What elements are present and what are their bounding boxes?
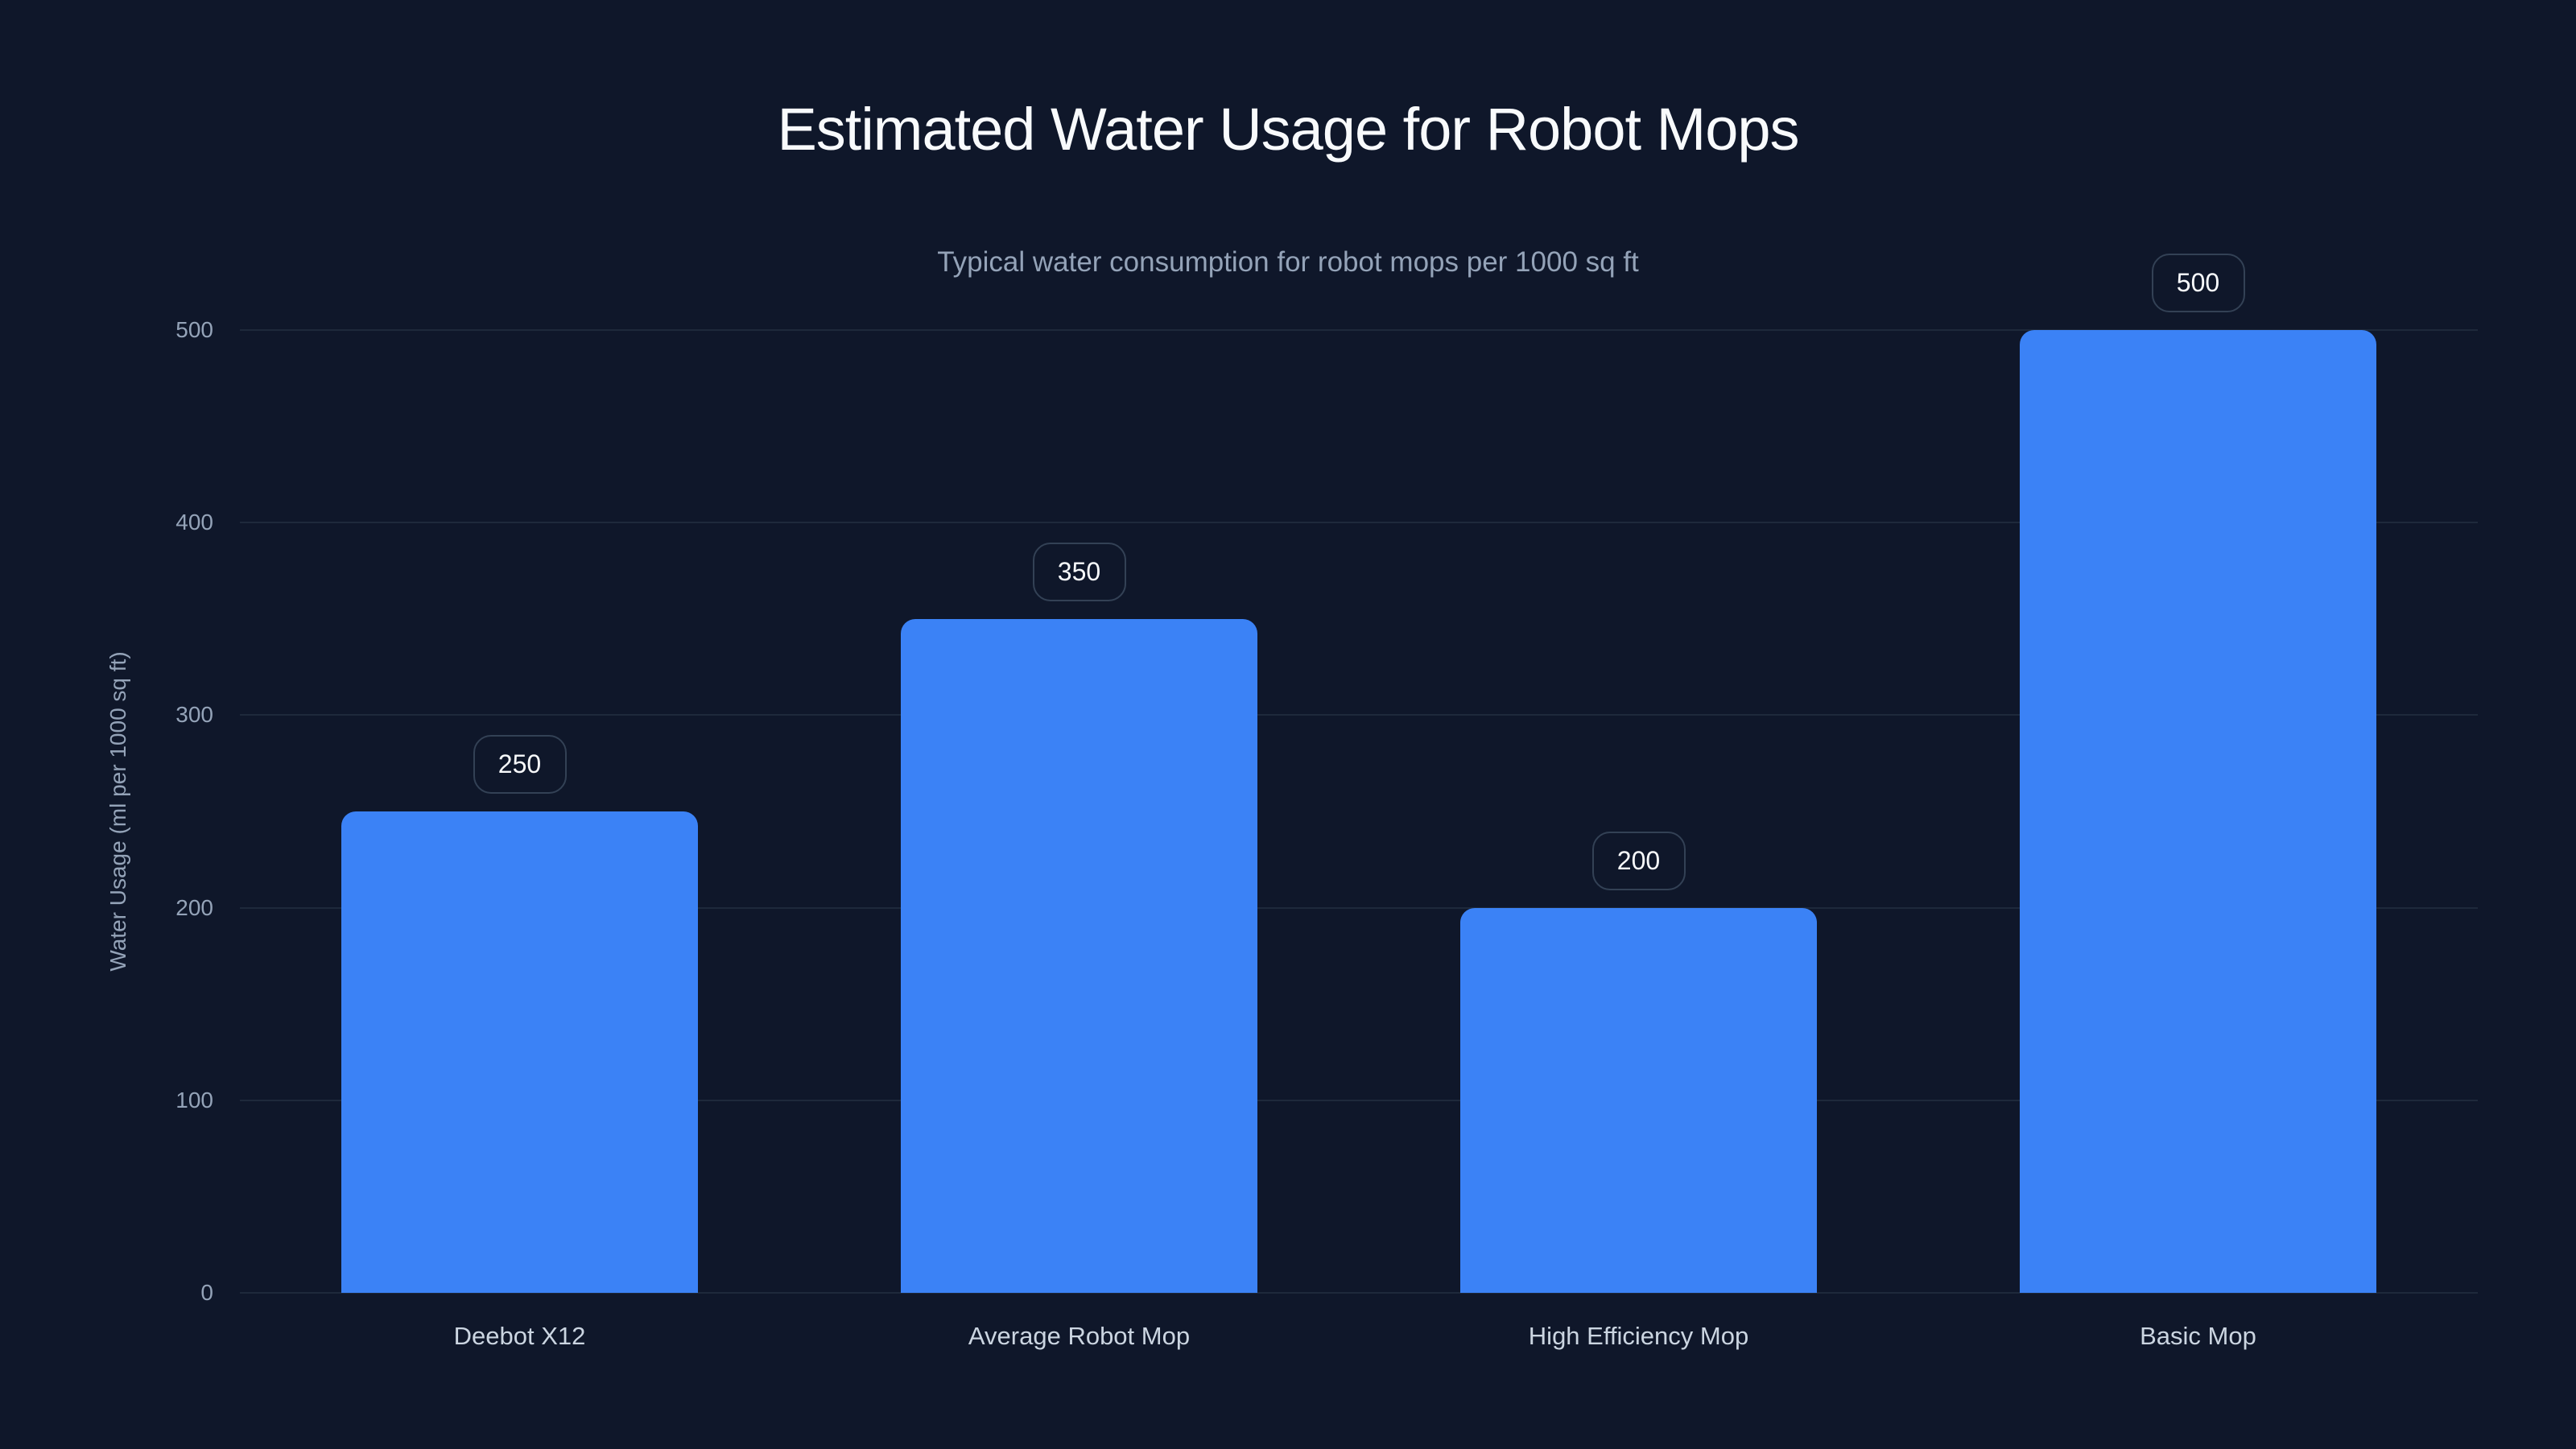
x-tick-label: Deebot X12 — [453, 1322, 586, 1350]
y-tick-label: 500 — [175, 317, 213, 342]
bar[interactable] — [2020, 330, 2376, 1293]
x-tick-label: Average Robot Mop — [968, 1322, 1191, 1350]
plot-area: 250 350 200 500 — [240, 254, 2478, 1294]
y-tick-label: 400 — [175, 510, 213, 535]
x-tick-label: High Efficiency Mop — [1528, 1322, 1749, 1350]
y-tick-label: 200 — [175, 894, 213, 920]
value-label: 250 — [473, 735, 567, 794]
value-label: 350 — [1032, 542, 1126, 601]
gridline — [240, 329, 2478, 331]
bar[interactable] — [901, 618, 1257, 1293]
y-tick-label: 300 — [175, 702, 213, 728]
y-tick-label: 0 — [200, 1280, 213, 1305]
bar[interactable] — [341, 811, 698, 1293]
gridline — [240, 522, 2478, 524]
bar[interactable] — [1460, 907, 1817, 1293]
gridline — [240, 714, 2478, 716]
value-label: 500 — [2151, 254, 2245, 312]
x-tick-label: Basic Mop — [2140, 1322, 2256, 1350]
y-tick-label: 100 — [175, 1087, 213, 1113]
value-label: 200 — [1591, 831, 1686, 890]
chart-subtitle: Typical water consumption for robot mops… — [937, 246, 1639, 278]
y-axis-label: Water Usage (ml per 1000 sq ft) — [105, 651, 130, 972]
gridline — [240, 1099, 2478, 1101]
chart-title: Estimated Water Usage for Robot Mops — [777, 96, 1799, 163]
gridline — [240, 906, 2478, 909]
gridline — [240, 1292, 2478, 1294]
